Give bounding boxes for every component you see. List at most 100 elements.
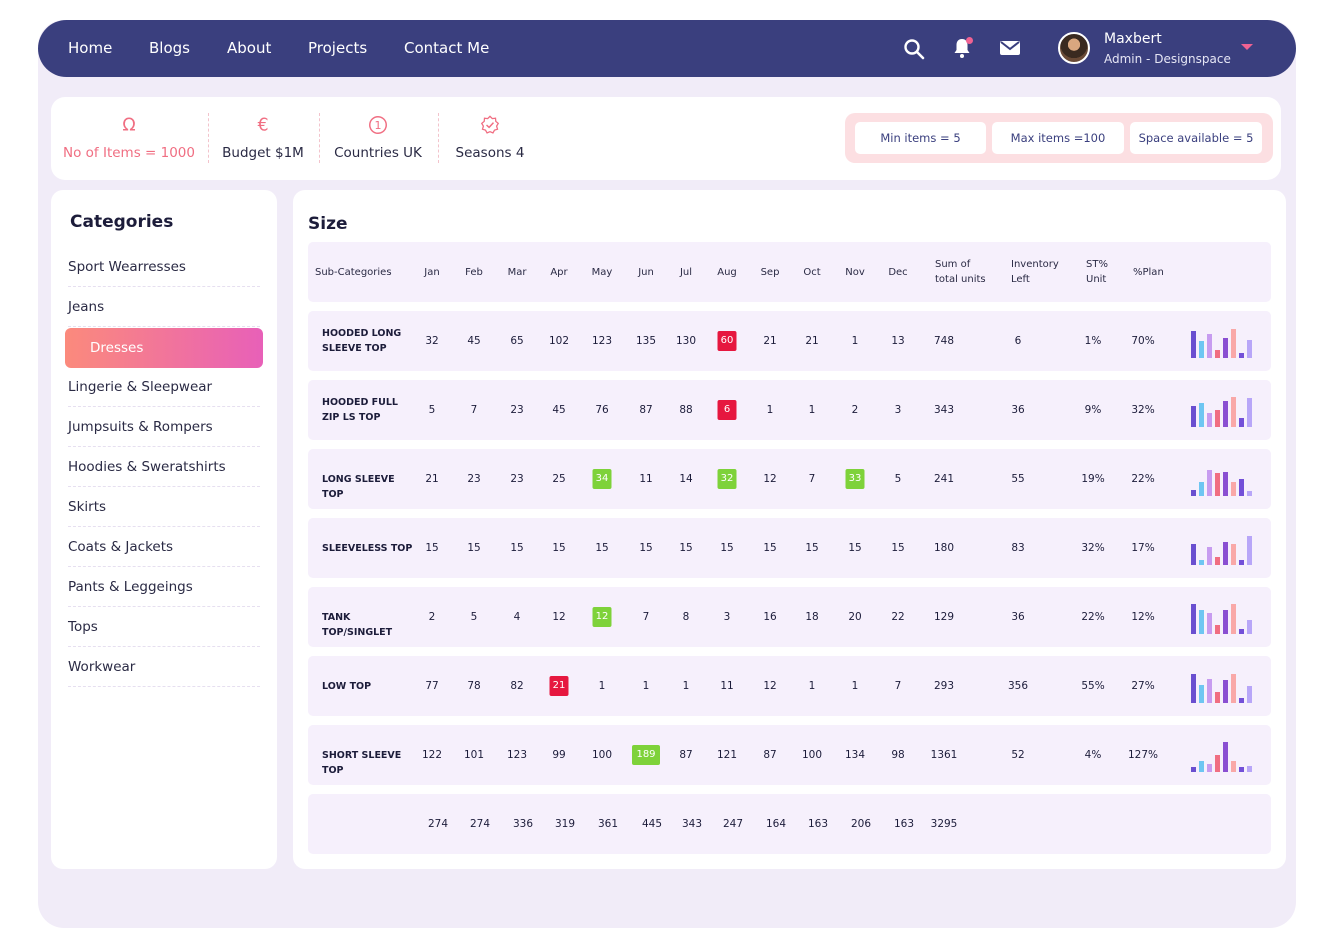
- cell-value: 7: [894, 680, 902, 692]
- nav-link-projects[interactable]: Projects: [308, 39, 368, 57]
- sparkline-bar: [1247, 536, 1252, 565]
- sparkline-bar: [1231, 482, 1236, 496]
- cell-value: 22: [891, 611, 905, 623]
- cell-plan: 70%: [1131, 335, 1155, 347]
- cell-sum: 343: [933, 404, 955, 416]
- cell-value: 15: [595, 542, 609, 554]
- cell-value: 25: [552, 473, 566, 485]
- header-plan: %Plan: [1133, 267, 1164, 278]
- nav-link-contact-me[interactable]: Contact Me: [404, 39, 490, 57]
- cell-value: 21: [763, 335, 777, 347]
- nav-link-about[interactable]: About: [227, 39, 272, 57]
- cell-value: 16: [763, 611, 777, 623]
- omega-icon: Ω: [122, 116, 135, 136]
- sparkline-bar: [1215, 692, 1220, 703]
- cell-value: 65: [510, 335, 524, 347]
- category-item-lingerie-sleepwear[interactable]: Lingerie & Sleepwear: [68, 367, 260, 407]
- row-subcategory-name: LOW TOP: [322, 681, 372, 692]
- row-subcategory-name: SLEEVELESS TOP: [322, 543, 413, 554]
- header-jan: Jan: [424, 267, 440, 278]
- category-item-dresses[interactable]: Dresses: [65, 328, 263, 368]
- cell-value: 87: [763, 749, 777, 761]
- stat-label: Seasons 4: [455, 145, 525, 161]
- cell-value: 7: [642, 611, 650, 623]
- header-st-unit: ST% Unit: [1086, 259, 1108, 285]
- cell-value: 20: [848, 611, 862, 623]
- category-item-sport-wearresses[interactable]: Sport Wearresses: [68, 247, 260, 287]
- high-value-badge: 33: [845, 469, 865, 489]
- categories-panel: [51, 190, 277, 869]
- cell-st-unit: 55%: [1081, 680, 1105, 692]
- header-may: May: [591, 267, 613, 278]
- svg-text:1: 1: [375, 119, 382, 132]
- cell-value: 88: [679, 404, 693, 416]
- cell-value: 130: [675, 335, 697, 347]
- user-avatar[interactable]: [1058, 32, 1090, 64]
- cell-value: 15: [720, 542, 734, 554]
- sparkline-bar: [1191, 767, 1196, 772]
- cell-st-unit: 4%: [1084, 749, 1102, 761]
- sparkline-bar: [1247, 766, 1252, 772]
- sparkline-bar: [1239, 353, 1244, 358]
- stat-divider: [208, 113, 209, 163]
- header-nov: Nov: [845, 267, 865, 278]
- cell-inventory: 55: [1011, 473, 1025, 485]
- totals-row: [308, 794, 1271, 854]
- user-name[interactable]: Maxbert: [1104, 31, 1162, 47]
- sparkline-bar: [1199, 560, 1204, 565]
- nav-link-blogs[interactable]: Blogs: [149, 39, 190, 57]
- cell-sum: 1361: [930, 749, 958, 761]
- cell-sum: 129: [933, 611, 955, 623]
- sparkline-bar: [1191, 331, 1196, 358]
- high-value-badge: 12: [592, 607, 612, 627]
- sparkline-bar: [1199, 761, 1204, 772]
- cell-value: 1: [766, 404, 774, 416]
- cell-sum: 293: [933, 680, 955, 692]
- cell-value: 12: [552, 611, 566, 623]
- sparkline-bar: [1223, 542, 1228, 565]
- category-item-tops[interactable]: Tops: [68, 607, 260, 647]
- row-subcategory-name: LONG SLEEVE TOP: [322, 474, 395, 500]
- mail-icon[interactable]: [998, 36, 1022, 60]
- sparkline-bar: [1247, 686, 1252, 703]
- limit-pill: Space available = 5: [1130, 122, 1262, 154]
- category-item-coats-jackets[interactable]: Coats & Jackets: [68, 527, 260, 567]
- category-item-hoodies-sweratshirts[interactable]: Hoodies & Sweratshirts: [68, 447, 260, 487]
- high-value-badge: 34: [592, 469, 612, 489]
- verified-badge-icon: [480, 115, 500, 134]
- header-sub-categories: Sub-Categories: [315, 267, 392, 278]
- row-sparkline: [1191, 395, 1255, 427]
- cell-value: 5: [470, 611, 478, 623]
- category-item-skirts[interactable]: Skirts: [68, 487, 260, 527]
- search-icon[interactable]: [902, 37, 926, 61]
- cell-value: 23: [467, 473, 481, 485]
- row-sparkline: [1191, 464, 1255, 496]
- cell-value: 87: [679, 749, 693, 761]
- total-value: 164: [765, 818, 787, 830]
- table-row: [308, 587, 1271, 647]
- sparkline-bar: [1207, 764, 1212, 772]
- euro-icon: €: [257, 116, 268, 136]
- category-item-jeans[interactable]: Jeans: [68, 287, 260, 327]
- table-row: [308, 656, 1271, 716]
- sparkline-bar: [1223, 610, 1228, 634]
- cell-sum: 748: [933, 335, 955, 347]
- header-apr: Apr: [550, 267, 568, 278]
- cell-inventory: 83: [1011, 542, 1025, 554]
- cell-value: 1: [808, 404, 816, 416]
- category-item-jumpsuits-rompers[interactable]: Jumpsuits & Rompers: [68, 407, 260, 447]
- row-sparkline: [1191, 533, 1255, 565]
- chevron-down-icon[interactable]: [1241, 44, 1253, 50]
- category-item-pants-leggeings[interactable]: Pants & Leggeings: [68, 567, 260, 607]
- bell-icon[interactable]: [950, 36, 974, 60]
- category-item-workwear[interactable]: Workwear: [68, 647, 260, 687]
- cell-value: 1: [808, 680, 816, 692]
- nav-link-home[interactable]: Home: [68, 39, 113, 57]
- sparkline-bar: [1207, 613, 1212, 634]
- cell-value: 15: [552, 542, 566, 554]
- cell-value: 76: [595, 404, 609, 416]
- cell-sum: 241: [933, 473, 955, 485]
- total-value: 343: [681, 818, 703, 830]
- total-value: 3295: [930, 818, 958, 830]
- sparkline-bar: [1207, 334, 1212, 358]
